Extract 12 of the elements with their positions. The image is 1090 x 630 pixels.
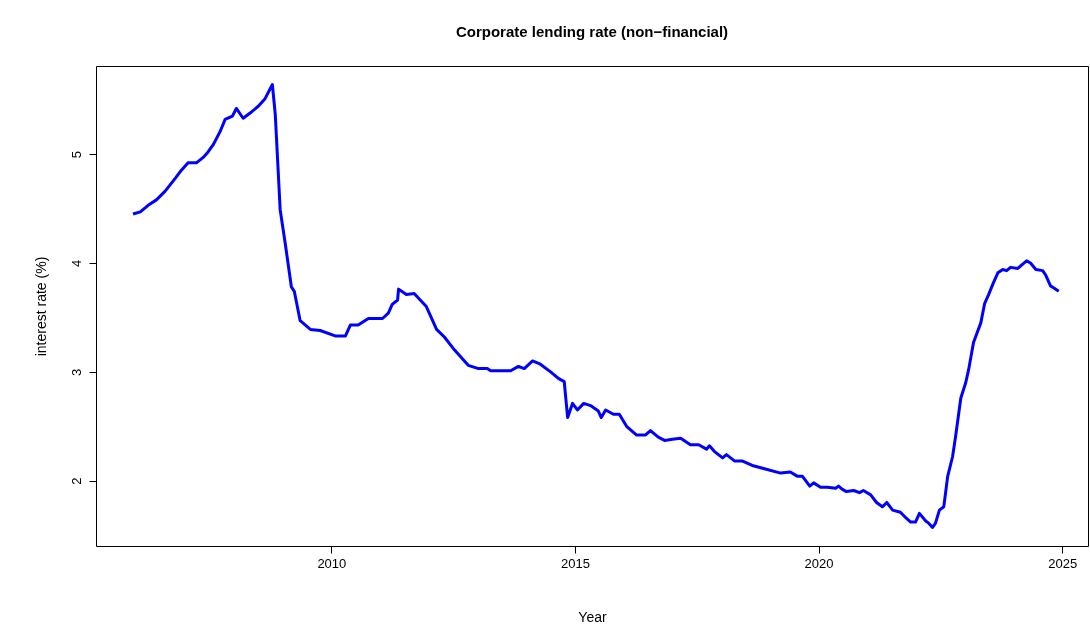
- x-axis-title: Year: [578, 608, 607, 625]
- x-tick-label: 2020: [804, 555, 834, 571]
- y-axis-title: interest rate (%): [32, 256, 49, 357]
- y-tick-label: 2: [68, 477, 84, 485]
- y-tick-label: 4: [68, 259, 84, 268]
- chart-title: Corporate lending rate (non−financial): [455, 23, 729, 40]
- x-tick-label: 2010: [317, 555, 347, 571]
- x-tick-label: 2025: [1048, 555, 1078, 571]
- x-tick-label: 2015: [560, 555, 590, 571]
- line-series: [131, 83, 1061, 529]
- y-tick-label: 5: [68, 151, 84, 159]
- y-tick-label: 3: [68, 368, 84, 376]
